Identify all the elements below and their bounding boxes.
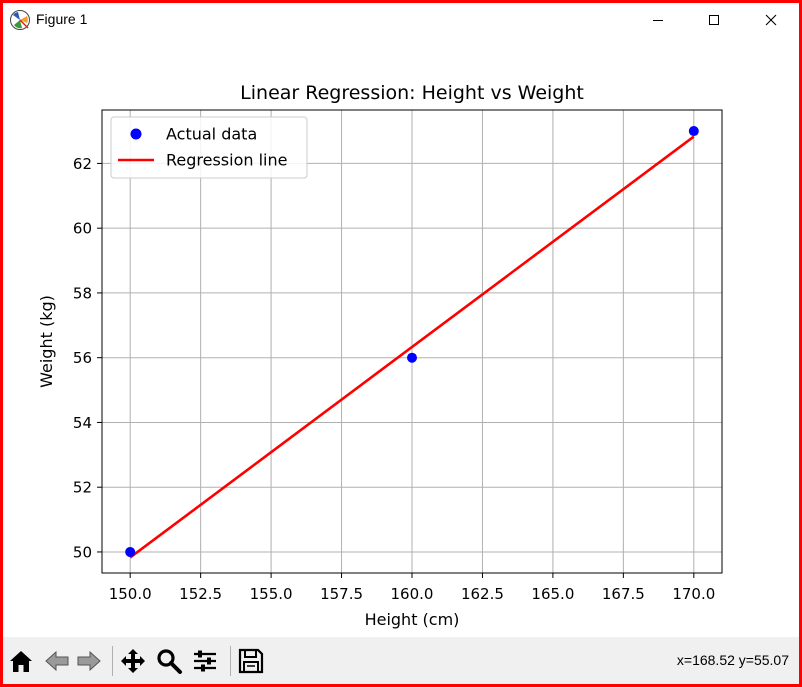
maximize-icon (709, 15, 719, 25)
y-tick-label: 52 (73, 479, 92, 497)
pan-button[interactable] (117, 645, 149, 677)
toolbar-separator (230, 646, 231, 676)
figure-canvas[interactable]: 150.0 152.5 155.0 157.5 160.0 162.5 165.0 167.5… (3, 37, 799, 637)
data-point (407, 352, 417, 363)
plot-data (125, 126, 699, 559)
regression-chart[interactable]: 150.0 152.5 155.0 157.5 160.0 162.5 165.0 167.5… (3, 37, 799, 637)
axis-ticks: 150.0 152.5 155.0 157.5 160.0 162.5 165.0 167.5… (73, 155, 715, 603)
forward-button[interactable] (73, 645, 105, 677)
y-tick-label: 56 (73, 349, 92, 367)
grid-lines (102, 110, 722, 573)
close-icon (765, 14, 777, 26)
maximize-button[interactable] (691, 3, 737, 37)
x-tick-label: 157.5 (320, 585, 363, 603)
x-tick-label: 167.5 (602, 585, 645, 603)
legend-label-actual: Actual data (166, 125, 257, 144)
legend-label-regression: Regression line (166, 151, 287, 170)
zoom-magnifier-icon (157, 649, 182, 674)
x-tick-label: 162.5 (461, 585, 504, 603)
window-title: Figure 1 (36, 11, 88, 27)
configure-subplots-button[interactable] (189, 645, 221, 677)
forward-arrow-icon (77, 650, 101, 672)
y-tick-label: 62 (73, 155, 92, 173)
title-bar: Figure 1 (3, 3, 799, 37)
x-tick-label: 150.0 (109, 585, 152, 603)
y-tick-label: 50 (73, 543, 92, 561)
y-tick-label: 58 (73, 284, 92, 302)
y-tick-label: 60 (73, 220, 92, 238)
home-icon (10, 651, 32, 672)
save-disk-icon (238, 648, 264, 674)
data-point (688, 126, 699, 137)
x-tick-label: 152.5 (179, 585, 222, 603)
zoom-button[interactable] (153, 645, 185, 677)
minimize-icon (653, 20, 663, 21)
x-axis-label: Height (cm) (365, 610, 460, 629)
navigation-toolbar: x=168.52 y=55.07 (3, 637, 799, 684)
x-tick-label: 165.0 (531, 585, 574, 603)
minimize-button[interactable] (635, 3, 681, 37)
matplotlib-app-icon (10, 10, 30, 30)
pan-move-icon (121, 649, 145, 673)
cursor-coordinates: x=168.52 y=55.07 (676, 652, 789, 668)
toolbar-separator (112, 646, 113, 676)
x-tick-label: 155.0 (250, 585, 293, 603)
x-tick-label: 170.0 (672, 585, 715, 603)
regression-line (129, 135, 695, 559)
configure-subplots-icon (194, 650, 216, 672)
chart-title: Linear Regression: Height vs Weight (240, 82, 584, 104)
x-tick-label: 160.0 (391, 585, 434, 603)
y-axis-label: Weight (kg) (37, 295, 56, 388)
home-button[interactable] (5, 645, 37, 677)
y-tick-label: 54 (73, 414, 92, 432)
back-button[interactable] (41, 645, 73, 677)
data-point (125, 546, 136, 557)
legend-box (110, 116, 308, 179)
save-button[interactable] (235, 645, 267, 677)
legend-scatter-marker (130, 128, 142, 140)
back-arrow-icon (45, 650, 69, 672)
legend: Actual data Regression line (110, 116, 308, 179)
close-button[interactable] (748, 3, 794, 37)
